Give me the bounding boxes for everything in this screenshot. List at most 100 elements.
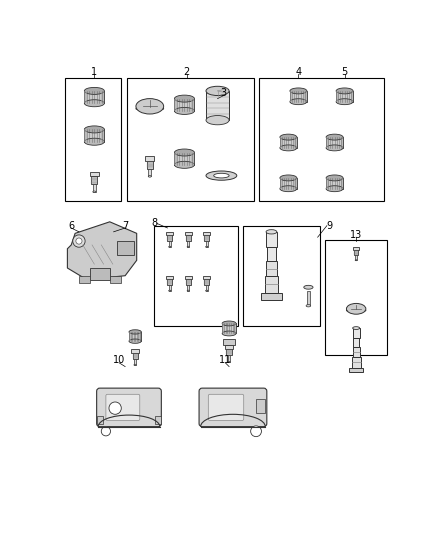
Bar bbox=[91, 176, 97, 184]
Bar bbox=[166, 276, 173, 279]
Bar bbox=[290, 91, 307, 102]
Bar bbox=[280, 178, 297, 189]
Ellipse shape bbox=[346, 303, 366, 314]
Bar bbox=[336, 91, 339, 102]
Bar bbox=[307, 291, 310, 305]
Bar bbox=[191, 152, 194, 165]
Bar bbox=[256, 399, 265, 413]
Bar bbox=[139, 332, 141, 341]
Text: 2: 2 bbox=[184, 67, 190, 77]
Ellipse shape bbox=[228, 361, 230, 362]
Bar bbox=[259, 78, 384, 201]
Text: 10: 10 bbox=[113, 356, 125, 366]
Text: 5: 5 bbox=[342, 67, 348, 77]
Ellipse shape bbox=[353, 327, 360, 329]
Bar bbox=[226, 349, 232, 356]
FancyBboxPatch shape bbox=[97, 388, 161, 426]
Ellipse shape bbox=[85, 87, 104, 94]
Bar bbox=[206, 91, 229, 120]
Ellipse shape bbox=[129, 339, 141, 343]
Bar bbox=[205, 235, 209, 241]
Ellipse shape bbox=[355, 260, 357, 261]
Ellipse shape bbox=[187, 290, 190, 292]
Ellipse shape bbox=[306, 304, 311, 307]
Bar bbox=[222, 324, 224, 334]
Text: 4: 4 bbox=[295, 67, 301, 77]
Ellipse shape bbox=[336, 99, 353, 104]
Bar bbox=[280, 137, 297, 148]
Ellipse shape bbox=[134, 364, 136, 366]
Ellipse shape bbox=[290, 99, 307, 104]
Bar bbox=[223, 339, 235, 345]
Bar bbox=[280, 178, 283, 189]
Ellipse shape bbox=[93, 191, 96, 192]
Bar bbox=[336, 91, 353, 102]
Ellipse shape bbox=[187, 246, 190, 247]
Bar bbox=[326, 137, 343, 148]
Bar bbox=[266, 232, 277, 247]
Text: 11: 11 bbox=[219, 356, 231, 366]
Ellipse shape bbox=[326, 185, 343, 192]
Bar bbox=[155, 225, 237, 326]
Ellipse shape bbox=[169, 290, 171, 292]
Bar bbox=[148, 168, 151, 176]
Bar bbox=[169, 241, 171, 247]
Bar bbox=[266, 261, 277, 277]
Bar bbox=[186, 235, 191, 241]
Bar bbox=[90, 172, 99, 176]
Bar bbox=[304, 91, 307, 102]
Bar bbox=[185, 232, 192, 235]
Ellipse shape bbox=[214, 173, 229, 178]
Ellipse shape bbox=[129, 330, 141, 334]
Bar bbox=[93, 184, 96, 192]
Bar bbox=[169, 285, 171, 290]
Ellipse shape bbox=[290, 88, 307, 94]
Bar bbox=[234, 324, 236, 334]
Bar bbox=[185, 276, 192, 279]
Bar bbox=[110, 276, 121, 284]
Bar bbox=[166, 232, 173, 235]
Circle shape bbox=[73, 235, 85, 247]
FancyBboxPatch shape bbox=[106, 394, 140, 421]
Ellipse shape bbox=[174, 149, 194, 156]
Bar bbox=[85, 91, 104, 103]
Text: 6: 6 bbox=[68, 221, 74, 231]
Text: 8: 8 bbox=[152, 219, 158, 228]
Bar bbox=[203, 276, 210, 279]
Ellipse shape bbox=[206, 116, 229, 125]
Ellipse shape bbox=[326, 145, 343, 151]
Bar bbox=[167, 235, 172, 241]
Bar bbox=[326, 178, 328, 189]
Bar bbox=[352, 357, 360, 368]
Bar bbox=[147, 161, 153, 168]
Bar bbox=[155, 416, 161, 424]
Bar bbox=[325, 239, 387, 355]
Bar bbox=[353, 328, 360, 338]
Circle shape bbox=[76, 238, 82, 244]
Bar bbox=[280, 137, 283, 148]
Bar bbox=[134, 359, 136, 365]
Ellipse shape bbox=[174, 161, 194, 168]
Bar bbox=[127, 78, 254, 201]
Bar bbox=[133, 352, 138, 359]
Bar bbox=[353, 247, 359, 250]
Bar bbox=[97, 416, 103, 424]
Bar bbox=[85, 91, 87, 103]
Ellipse shape bbox=[206, 171, 237, 180]
Bar bbox=[326, 178, 343, 189]
Ellipse shape bbox=[280, 175, 297, 181]
Bar bbox=[129, 332, 131, 341]
Text: 9: 9 bbox=[326, 221, 332, 231]
Bar bbox=[129, 332, 141, 341]
Ellipse shape bbox=[280, 185, 297, 192]
Bar bbox=[174, 152, 194, 165]
Bar bbox=[85, 130, 104, 142]
Bar bbox=[267, 247, 276, 261]
Circle shape bbox=[109, 402, 121, 414]
Bar bbox=[167, 279, 172, 285]
Bar bbox=[290, 91, 293, 102]
Text: 1: 1 bbox=[91, 67, 97, 77]
Ellipse shape bbox=[280, 134, 297, 140]
Ellipse shape bbox=[346, 309, 366, 312]
Bar bbox=[349, 368, 363, 372]
